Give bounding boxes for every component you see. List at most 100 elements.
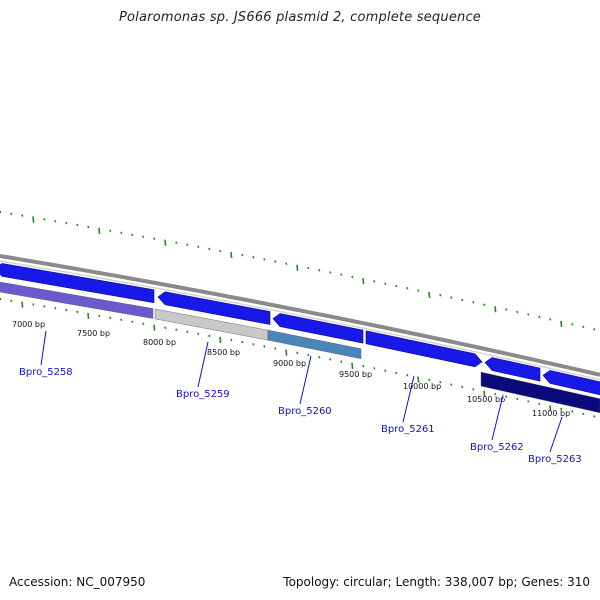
outer-tick [362, 278, 365, 285]
bp-label: 7500 bp [77, 329, 110, 338]
outer-tick [142, 235, 145, 238]
inner-tick [571, 410, 574, 413]
outer-tick [483, 303, 486, 306]
gene-bpro_5262-inner[interactable] [480, 371, 600, 414]
inner-tick [318, 356, 321, 359]
bp-label: 9500 bp [339, 370, 372, 379]
outer-tick [263, 258, 266, 261]
inner-tick [593, 415, 596, 418]
gene-track-inner [0, 281, 600, 414]
outer-tick [450, 296, 453, 299]
gene-bpro_5258-inner[interactable] [0, 281, 154, 319]
inner-tick [527, 400, 530, 403]
outer-tick [285, 262, 288, 265]
outer-tick [76, 223, 79, 227]
backbone-ring [0, 254, 600, 381]
inner-tick [153, 324, 156, 331]
outer-tick [538, 315, 541, 319]
outer-tick [329, 271, 332, 274]
outer-tick [54, 220, 57, 223]
bp-label: 11000 bp [532, 409, 570, 418]
outer-tick [560, 320, 563, 327]
inner-tick [296, 351, 299, 355]
outer-tick [197, 245, 200, 249]
inner-tick [373, 367, 376, 370]
outer-tick [153, 237, 156, 240]
bp-label: 9000 bp [273, 359, 306, 368]
gene-label-bpro_5260[interactable]: Bpro_5260 [278, 406, 332, 417]
gene-label-bpro_5261[interactable]: Bpro_5261 [381, 424, 435, 435]
gene-label-bpro_5262[interactable]: Bpro_5262 [470, 442, 524, 453]
gene-bpro_5260-outer[interactable] [272, 313, 364, 344]
bp-label: 10500 bp [467, 395, 505, 404]
inner-tick [263, 345, 266, 348]
inner-tick [43, 305, 46, 308]
outer-tick [65, 221, 68, 225]
inner-tick [307, 353, 310, 357]
inner-tick [197, 332, 200, 336]
inner-tick [384, 369, 387, 372]
outer-tick [439, 294, 442, 297]
inner-tick [252, 343, 255, 346]
gene-bpro_5261-outer[interactable] [365, 330, 483, 368]
inner-tick [131, 320, 134, 323]
gene-label-bpro_5263[interactable]: Bpro_5263 [528, 454, 582, 465]
gene-label-leader [491, 394, 504, 441]
inner-tick [230, 338, 233, 342]
inner-tick [54, 307, 57, 310]
outer-tick [164, 239, 167, 246]
gene-track-outer [0, 263, 600, 396]
gene-bpro_5258-outer[interactable] [0, 263, 155, 304]
accession-text: Accession: NC_007950 [9, 575, 146, 589]
inner-tick [21, 301, 24, 308]
inner-tick [186, 330, 189, 334]
gene-label-leader [40, 330, 47, 366]
outer-tick [351, 275, 354, 279]
inner-tick [549, 405, 552, 412]
outer-tick [32, 216, 35, 223]
inner-tick-ring [0, 297, 596, 418]
outer-tick [527, 313, 530, 316]
outer-tick [21, 214, 24, 217]
inner-tick [582, 412, 585, 416]
outer-tick [87, 225, 90, 229]
inner-tick [560, 407, 563, 411]
inner-tick [87, 312, 90, 320]
outer-tick [252, 256, 255, 259]
gene-label-leader [197, 341, 209, 388]
backbone-inner-line [0, 260, 600, 381]
inner-tick [175, 328, 178, 331]
outer-tick [208, 247, 211, 251]
outer-tick [186, 243, 189, 247]
gene-bpro_5259-outer[interactable] [157, 291, 271, 325]
bp-label: 10000 bp [403, 382, 441, 391]
inner-tick [164, 326, 167, 329]
outer-tick [296, 264, 299, 271]
inner-tick [428, 378, 431, 382]
bp-label-group: 7000 bp 7500 bp 8000 bp 8500 bp 9000 bp 9500 … [12, 320, 570, 418]
inner-tick [494, 392, 497, 396]
outer-tick [175, 241, 178, 244]
outer-tick [241, 253, 244, 257]
gene-label-bpro_5258[interactable]: Bpro_5258 [19, 367, 73, 378]
outer-tick [307, 266, 310, 270]
inner-tick [65, 308, 68, 312]
inner-tick [120, 318, 123, 322]
inner-tick [208, 334, 211, 338]
outer-tick [406, 287, 409, 290]
inner-tick [98, 314, 101, 318]
inner-tick [461, 385, 464, 389]
gene-bpro_5260-inner[interactable] [267, 329, 362, 359]
inner-tick [472, 388, 475, 391]
outer-tick [571, 323, 574, 326]
inner-tick [241, 340, 244, 344]
gene-bpro_5263-outer[interactable] [542, 370, 600, 396]
gene-bpro_5262-outer[interactable] [484, 357, 541, 382]
outer-tick [593, 328, 596, 331]
inner-tick [274, 347, 277, 350]
outer-tick [395, 284, 398, 288]
gene-label-bpro_5259[interactable]: Bpro_5259 [176, 389, 230, 400]
inner-tick [483, 390, 486, 397]
gene-label-leader [299, 355, 312, 405]
